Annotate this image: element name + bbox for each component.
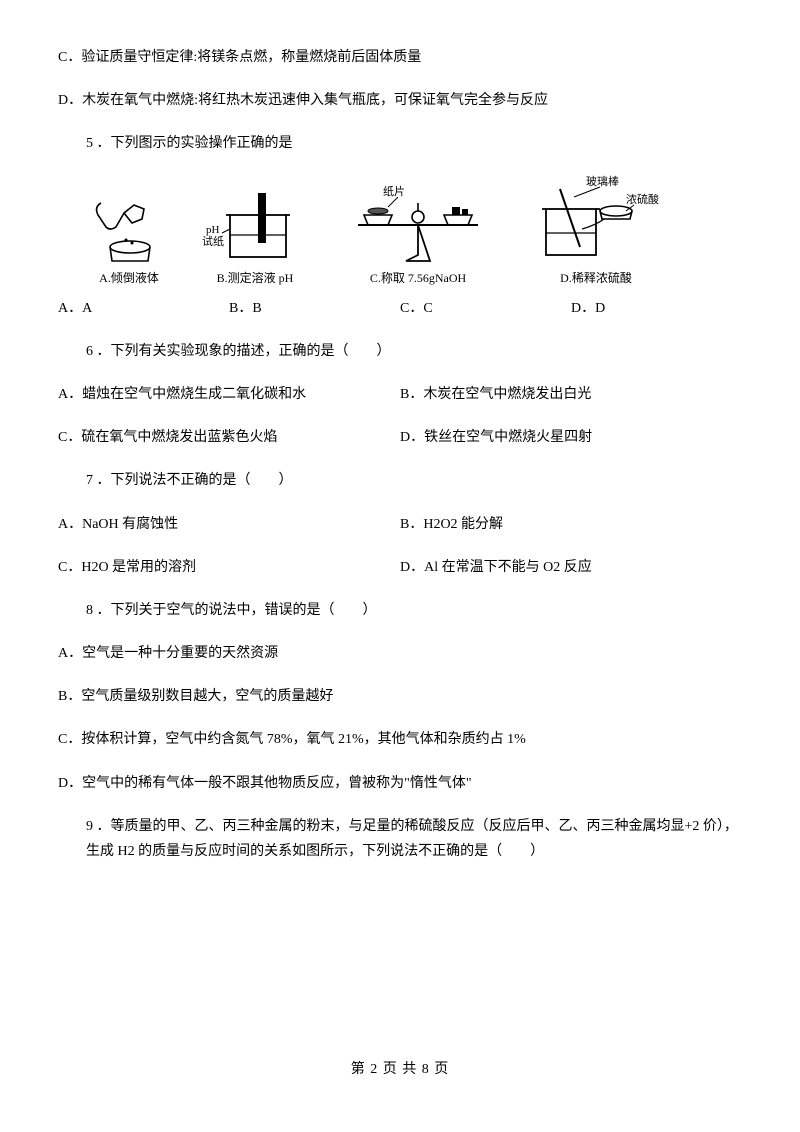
q5-fig-a: A.倾倒液体: [86, 185, 172, 286]
q8-opt-b: B．空气质量级别数目越大，空气的质量越好: [58, 684, 742, 709]
q6-stem: 6 ．下列有关实验现象的描述，正确的是（ ）: [58, 339, 742, 364]
q5-fig-c-caption: C.称取 7.56gNaOH: [370, 269, 466, 286]
q7-opt-b: B．H2O2 能分解: [400, 512, 742, 537]
q6-row1: A．蜡烛在空气中燃烧生成二氧化碳和水 B．木炭在空气中燃烧发出白光: [58, 382, 742, 407]
q5-fig-c: 纸片 C.称取 7.56gNaOH: [338, 185, 498, 286]
q5-fig-d-caption: D.稀释浓硫酸: [560, 269, 632, 286]
q5-fig-a-caption: A.倾倒液体: [99, 269, 159, 286]
q6-row2: C．硫在氧气中燃烧发出蓝紫色火焰 D．铁丝在空气中燃烧火星四射: [58, 425, 742, 450]
page-footer: 第 2 页 共 8 页: [0, 1058, 800, 1078]
q5-fig-b: pH 试纸 B.测定溶液 pH: [200, 185, 310, 286]
q5-opt-a: A．A: [58, 296, 229, 321]
q4-option-d: D．木炭在氧气中燃烧:将红热木炭迅速伸入集气瓶底，可保证氧气完全参与反应: [58, 88, 742, 113]
q5-fig-b-caption: B.测定溶液 pH: [217, 269, 294, 286]
q5-opt-b: B．B: [229, 296, 400, 321]
q5-stem: 5 ．下列图示的实验操作正确的是: [58, 131, 742, 156]
q6-opt-c: C．硫在氧气中燃烧发出蓝紫色火焰: [58, 425, 400, 450]
svg-text:浓硫酸: 浓硫酸: [626, 192, 659, 206]
q5-opt-d: D．D: [571, 296, 742, 321]
svg-text:pH: pH: [206, 224, 220, 236]
q7-row1: A．NaOH 有腐蚀性 B．H2O2 能分解: [58, 512, 742, 537]
q7-row2: C．H2O 是常用的溶剂 D．Al 在常温下不能与 O2 反应: [58, 555, 742, 580]
q7-opt-a: A．NaOH 有腐蚀性: [58, 512, 400, 537]
q5-fig-d: 玻璃棒 浓硫酸 D.稀释浓硫酸: [526, 175, 666, 286]
q8-opt-a: A．空气是一种十分重要的天然资源: [58, 641, 742, 666]
q8-stem: 8 ．下列关于空气的说法中，错误的是（ ）: [58, 598, 742, 623]
svg-text:纸片: 纸片: [383, 185, 405, 198]
q8-opt-c: C．按体积计算，空气中约含氮气 78%，氧气 21%，其他气体和杂质约占 1%: [58, 727, 742, 752]
q6-opt-d: D．铁丝在空气中燃烧火星四射: [400, 425, 742, 450]
q6-opt-a: A．蜡烛在空气中燃烧生成二氧化碳和水: [58, 382, 400, 407]
q5-options: A．A B．B C．C D．D: [58, 296, 742, 321]
q5-figure-row: A.倾倒液体 pH 试纸 B.测定溶液 pH 纸片: [86, 175, 742, 286]
q4-option-c: C．验证质量守恒定律:将镁条点燃，称量燃烧前后固体质量: [58, 45, 742, 70]
q6-opt-b: B．木炭在空气中燃烧发出白光: [400, 382, 742, 407]
q9-stem: 9 ．等质量的甲、乙、丙三种金属的粉末，与足量的稀硫酸反应（反应后甲、乙、丙三种…: [58, 814, 742, 864]
svg-text:玻璃棒: 玻璃棒: [586, 175, 619, 188]
svg-text:试纸: 试纸: [202, 235, 224, 248]
q8-opt-d: D．空气中的稀有气体一般不跟其他物质反应，曾被称为"惰性气体": [58, 771, 742, 796]
q7-opt-d: D．Al 在常温下不能与 O2 反应: [400, 555, 742, 580]
q5-opt-c: C．C: [400, 296, 571, 321]
q7-opt-c: C．H2O 是常用的溶剂: [58, 555, 400, 580]
q7-stem: 7 ．下列说法不正确的是（ ）: [58, 468, 742, 493]
